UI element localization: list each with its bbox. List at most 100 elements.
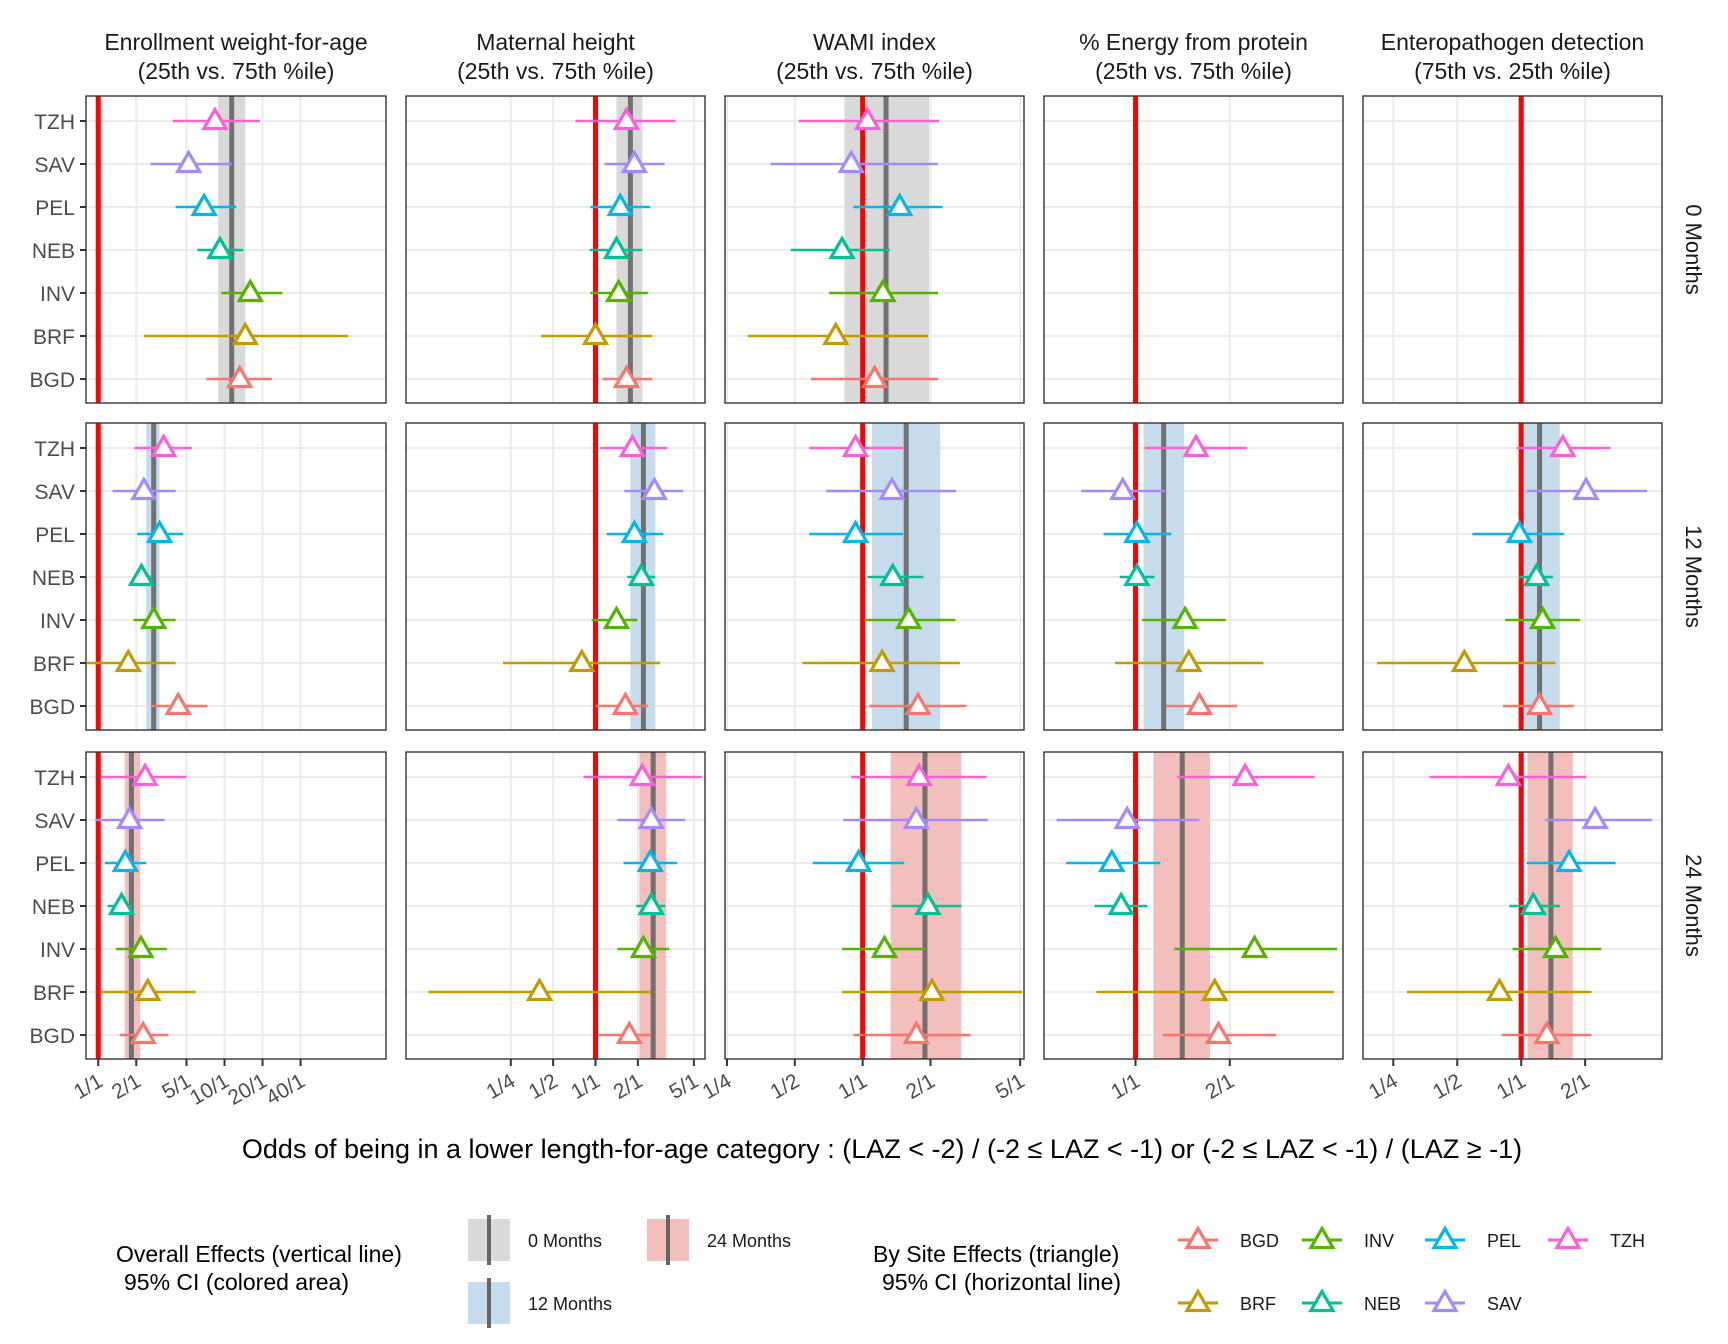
legend-overall-item: 12 Months <box>468 1278 612 1328</box>
y-tick-label: TZH <box>34 111 75 134</box>
site-estimate-inv <box>236 278 265 303</box>
x-tick-label: 1/4 <box>699 1069 736 1104</box>
site-estimate-tzh <box>149 433 178 458</box>
y-tick-label: PEL <box>35 853 75 876</box>
legend-site-item: SAV <box>1425 1288 1522 1314</box>
panel-title-line2: (25th vs. 75th %ile) <box>138 58 335 84</box>
site-estimate-pel <box>841 519 870 544</box>
site-estimate-bgd <box>1185 691 1214 716</box>
x-tick-label: 2/1 <box>902 1069 939 1104</box>
panel-0-1 <box>85 422 387 731</box>
site-estimate-brf <box>1175 648 1203 673</box>
site-estimate-bgd <box>611 691 640 716</box>
legend-overall-item: 0 Months <box>468 1215 602 1265</box>
site-estimate-bgd <box>1525 691 1554 716</box>
site-estimate-bgd <box>225 364 254 389</box>
site-estimate-neb <box>878 562 907 587</box>
site-estimate-bgd <box>615 1020 644 1045</box>
site-estimate-neb <box>637 891 666 916</box>
y-tick-label: BRF <box>33 326 75 349</box>
site-estimate-sav <box>1572 476 1600 501</box>
legend-triangle-icon <box>1554 1225 1582 1250</box>
legend-triangle-icon <box>1308 1288 1336 1313</box>
site-estimate-pel <box>1505 519 1534 544</box>
panel-title-line1: % Energy from protein <box>1079 29 1308 55</box>
legend-overall-title-line2: 95% CI (colored area) <box>124 1269 349 1295</box>
site-estimate-brf <box>134 977 162 1002</box>
site-estimate-brf <box>1200 977 1229 1002</box>
x-tick-label: 2/1 <box>1557 1069 1594 1104</box>
site-estimate-brf <box>868 648 896 673</box>
x-axis-title: Odds of being in a lower length-for-age … <box>242 1134 1522 1164</box>
panel-1-2 <box>405 751 706 1060</box>
site-estimate-neb <box>1123 562 1151 587</box>
legend-site-item: BRF <box>1178 1288 1276 1314</box>
x-tick-label: 1/1 <box>567 1069 604 1104</box>
site-estimate-pel <box>145 519 174 544</box>
site-estimate-inv <box>1541 934 1570 959</box>
y-tick-label: PEL <box>35 197 75 220</box>
panel-border <box>405 751 706 1060</box>
site-estimate-pel <box>1098 848 1126 873</box>
site-estimate-tzh <box>201 106 229 131</box>
panel-2-2 <box>724 751 1025 1060</box>
legend-site-item: PEL <box>1425 1225 1521 1251</box>
y-tick-label: SAV <box>35 810 75 833</box>
panels-layer <box>85 95 1663 1060</box>
panel-border <box>1043 751 1344 1060</box>
y-tick-label: SAV <box>35 481 75 504</box>
site-estimate-sav <box>130 476 158 501</box>
site-estimate-sav <box>878 476 906 501</box>
panel-title-line1: Enteropathogen detection <box>1381 29 1644 55</box>
site-estimate-inv <box>869 278 897 303</box>
site-estimate-neb <box>1519 891 1548 916</box>
site-estimate-bgd <box>164 691 193 716</box>
site-estimate-inv <box>894 605 923 630</box>
x-tick-label: 2/1 <box>108 1069 145 1104</box>
panel-4-1 <box>1362 422 1663 731</box>
legend-site-label: NEB <box>1364 1294 1401 1314</box>
row-strip-labels: 0 Months 12 Months 24 Months <box>1681 204 1706 957</box>
y-tick-label: TZH <box>34 767 75 790</box>
x-tick-label: 5/1 <box>992 1069 1029 1104</box>
site-estimate-neb <box>602 235 631 260</box>
site-estimate-neb <box>627 562 656 587</box>
site-estimate-neb <box>1107 891 1135 916</box>
site-estimate-brf <box>581 321 610 346</box>
legend-triangle-icon <box>1308 1225 1336 1250</box>
y-tick-label: TZH <box>34 438 75 461</box>
site-estimate-tzh <box>131 762 159 787</box>
legend-overall-label: 24 Months <box>707 1231 791 1251</box>
site-estimate-tzh <box>841 433 870 458</box>
panel-border <box>1362 751 1663 1060</box>
site-estimate-bgd <box>904 691 932 716</box>
site-estimate-bgd <box>860 364 889 389</box>
panel-border <box>724 751 1025 1060</box>
legend-site-label: BRF <box>1240 1294 1276 1314</box>
site-estimate-pel <box>885 192 914 217</box>
site-estimate-sav <box>1113 805 1141 830</box>
y-tick-label: BGD <box>29 369 75 392</box>
site-estimate-neb <box>1522 562 1551 587</box>
panel-border <box>1043 95 1344 404</box>
legend-sites-title-line1: By Site Effects (triangle) <box>873 1241 1119 1267</box>
site-estimate-tzh <box>1494 762 1523 787</box>
x-tick-label: 1/4 <box>1365 1069 1402 1104</box>
y-tick-label: NEB <box>32 567 75 590</box>
x-axes: 1/1 2/1 5/110/120/140/1 1/4 1/2 1/1 2/1 5/11/4 1… <box>70 1059 1594 1110</box>
row-strip-label: 24 Months <box>1681 854 1706 957</box>
site-estimate-tzh <box>618 433 647 458</box>
column-titles: Enrollment weight-for-age (25th vs. 75th … <box>104 29 1644 84</box>
legend-overall-item: 24 Months <box>647 1215 791 1265</box>
site-estimate-tzh <box>905 762 933 787</box>
legend-overall-label: 0 Months <box>528 1231 602 1251</box>
panel-0-2 <box>85 751 387 1060</box>
row-strip-label: 0 Months <box>1681 204 1706 295</box>
site-estimate-brf <box>231 321 260 346</box>
site-estimate-pel <box>111 848 140 873</box>
y-tick-label: INV <box>40 283 75 306</box>
legend-site-label: PEL <box>1487 1231 1521 1251</box>
x-tick-label: 5/1 <box>158 1069 195 1104</box>
y-tick-label: INV <box>40 610 75 633</box>
legend: Overall Effects (vertical line)95% CI (c… <box>116 1215 1645 1328</box>
